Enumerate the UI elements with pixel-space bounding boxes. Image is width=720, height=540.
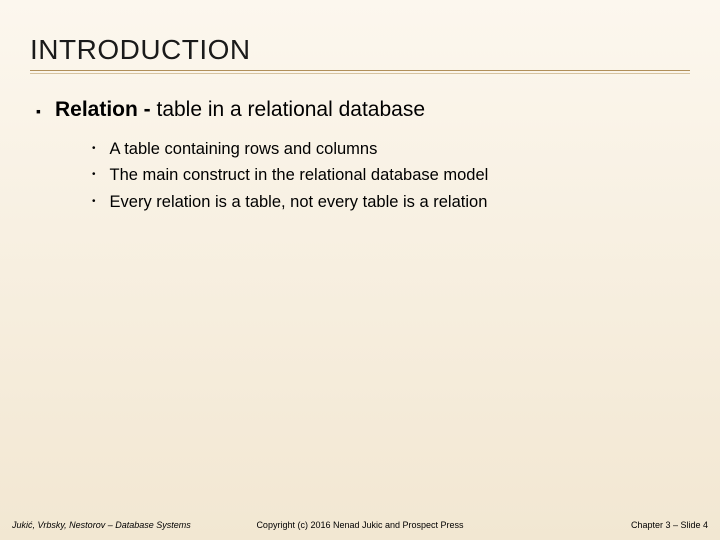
list-item: • The main construct in the relational d…	[92, 164, 684, 186]
list-item: • A table containing rows and columns	[92, 138, 684, 160]
title-rule-primary	[30, 70, 690, 71]
slide-title: INTRODUCTION	[30, 34, 690, 68]
list-item: • Every relation is a table, not every t…	[92, 191, 684, 213]
separator: -	[138, 98, 157, 121]
list-item-text: The main construct in the relational dat…	[110, 164, 489, 186]
footer-left: Jukić, Vrbsky, Nestorov – Database Syste…	[12, 520, 244, 530]
list-item-text: Every relation is a table, not every tab…	[110, 191, 488, 213]
definition: table in a relational database	[156, 98, 425, 121]
footer-right: Chapter 3 – Slide 4	[476, 520, 708, 530]
slide: INTRODUCTION ▪ Relation - table in a rel…	[0, 0, 720, 540]
dot-bullet-icon: •	[92, 164, 96, 186]
dot-bullet-icon: •	[92, 138, 96, 160]
main-bullet-text: Relation - table in a relational databas…	[55, 98, 425, 122]
footer: Jukić, Vrbsky, Nestorov – Database Syste…	[0, 520, 720, 530]
dot-bullet-icon: •	[92, 191, 96, 213]
main-bullet: ▪ Relation - table in a relational datab…	[36, 98, 684, 124]
content-area: ▪ Relation - table in a relational datab…	[30, 74, 690, 213]
sub-bullet-list: • A table containing rows and columns • …	[36, 138, 684, 213]
term: Relation	[55, 98, 138, 121]
square-bullet-icon: ▪	[36, 98, 41, 124]
list-item-text: A table containing rows and columns	[110, 138, 378, 160]
footer-center: Copyright (c) 2016 Nenad Jukic and Prosp…	[244, 520, 476, 530]
